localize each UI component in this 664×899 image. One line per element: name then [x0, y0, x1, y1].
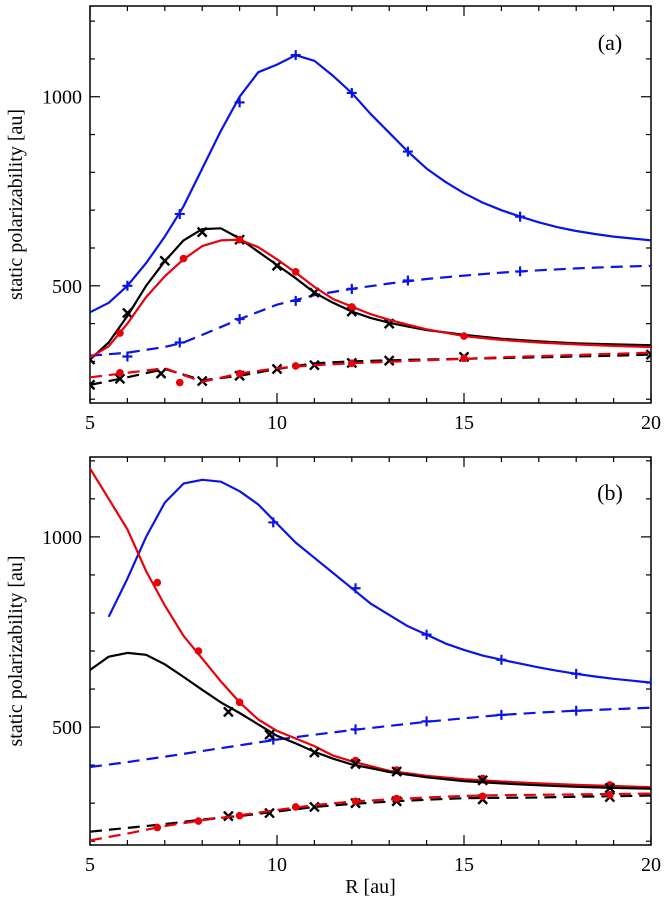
- data-point-red-dashed: [153, 823, 162, 832]
- data-point-black-dashed: [155, 368, 167, 379]
- y-tick-label: 1000: [42, 527, 82, 549]
- data-point-black-solid: [350, 758, 361, 770]
- data-point-red-solid: [153, 578, 162, 587]
- data-point-red-dashed: [392, 794, 401, 803]
- data-point-blue-dashed: [346, 283, 357, 294]
- data-point-blue-dashed: [122, 351, 133, 362]
- x-tick-label: 10: [267, 854, 287, 876]
- data-point-red-solid: [235, 235, 244, 244]
- data-point-red-solid: [291, 268, 300, 276]
- x-axis-label: R [au]: [345, 876, 396, 898]
- data-point-blue-solid: [496, 654, 507, 665]
- x-tick-label: 5: [85, 854, 95, 876]
- data-point-red-dashed: [235, 811, 244, 820]
- series-group: [90, 467, 651, 842]
- panel-a: 5 10 15 20 500 1000 static polarizability [au]…: [5, 5, 661, 434]
- data-point-red-solid: [194, 647, 203, 655]
- y-axis-label: static polarizability [au]: [5, 555, 27, 746]
- data-point-blue-solid: [646, 677, 651, 688]
- plot-frame: [89, 5, 652, 404]
- data-point-black-dashed: [264, 807, 275, 819]
- x-tick-label: 20: [641, 412, 661, 434]
- y-axis-label: static polarizability [au]: [5, 109, 27, 300]
- y-tick-label: 1000: [42, 87, 82, 109]
- data-point-red-solid: [348, 303, 356, 311]
- series-line-black-dashed: [90, 794, 651, 833]
- data-point-black-dashed: [645, 349, 651, 360]
- data-point-black-solid: [604, 782, 616, 794]
- series-line-red-dashed: [90, 792, 651, 842]
- data-point-black-solid: [477, 774, 489, 786]
- data-point-red-dashed: [291, 803, 300, 811]
- data-point-red-dashed: [291, 362, 300, 370]
- x-tick-label: 15: [454, 412, 474, 434]
- data-point-blue-solid: [350, 583, 361, 594]
- data-point-red-solid: [179, 254, 188, 263]
- data-point-black-solid: [196, 226, 208, 238]
- data-point-red-dashed: [478, 792, 487, 801]
- data-point-black-solid: [309, 747, 320, 758]
- data-point-red-dashed: [351, 797, 360, 806]
- data-point-blue-solid: [515, 211, 526, 222]
- data-point-blue-solid: [268, 517, 279, 528]
- data-point-red-dashed: [348, 359, 356, 368]
- panel-label: (b): [597, 480, 623, 505]
- panel-label: (a): [598, 30, 622, 55]
- series-line-blue-solid: [90, 54, 651, 314]
- series-line-red-dashed: [90, 351, 651, 383]
- series-line-red-solid: [90, 238, 651, 359]
- data-point-blue-solid: [234, 97, 245, 108]
- series-line-black-solid: [90, 651, 651, 790]
- series-line-blue-solid: [107, 478, 651, 684]
- x-tick-label: 20: [641, 854, 661, 876]
- data-point-black-solid: [264, 729, 275, 741]
- panel-b: 5 10 15 20 500 1000 static polarizability [au]…: [5, 456, 661, 898]
- data-point-blue-solid: [402, 146, 413, 157]
- data-point-black-solid: [391, 766, 403, 777]
- data-point-red-solid: [460, 332, 468, 340]
- series-line-black-dashed: [90, 353, 651, 386]
- data-point-blue-dashed: [496, 709, 507, 720]
- data-point-blue-dashed: [402, 275, 413, 286]
- data-point-blue-solid: [346, 87, 357, 98]
- data-point-black-solid: [122, 307, 133, 319]
- data-point-red-dashed: [606, 790, 614, 799]
- data-point-blue-dashed: [174, 337, 185, 348]
- data-point-black-solid: [159, 255, 171, 267]
- data-point-red-dashed: [116, 368, 124, 377]
- data-point-black-solid: [223, 706, 234, 718]
- series-group: [90, 50, 651, 391]
- data-point-blue-dashed: [571, 705, 582, 716]
- data-point-red-solid: [235, 698, 244, 707]
- data-point-black-dashed: [383, 355, 395, 367]
- data-point-blue-solid: [174, 208, 185, 219]
- data-point-blue-dashed: [350, 724, 361, 735]
- data-point-black-dashed: [90, 379, 96, 391]
- data-point-red-dashed: [235, 369, 244, 378]
- x-tick-label: 10: [267, 412, 287, 434]
- data-point-black-dashed: [114, 373, 126, 385]
- series-line-red-solid: [90, 467, 651, 789]
- y-tick-label: 500: [52, 717, 82, 739]
- series-line-black-solid: [90, 227, 651, 361]
- data-point-blue-solid: [122, 280, 133, 291]
- data-point-blue-solid: [421, 629, 432, 640]
- data-point-blue-dashed: [515, 266, 526, 277]
- data-point-red-dashed: [460, 354, 468, 363]
- series-line-blue-dashed: [90, 706, 651, 769]
- data-point-red-solid: [478, 774, 487, 783]
- x-tick-label: 15: [454, 854, 474, 876]
- x-tick-label: 5: [85, 412, 95, 434]
- data-point-blue-solid: [290, 50, 301, 61]
- data-point-red-dashed: [194, 817, 203, 825]
- data-point-blue-dashed: [290, 295, 301, 306]
- data-point-red-dashed: [175, 378, 184, 387]
- data-point-blue-dashed: [234, 314, 245, 325]
- data-point-red-solid: [116, 329, 124, 337]
- data-point-blue-dashed: [421, 716, 432, 727]
- data-point-blue-solid: [571, 668, 582, 679]
- y-tick-label: 500: [52, 276, 82, 298]
